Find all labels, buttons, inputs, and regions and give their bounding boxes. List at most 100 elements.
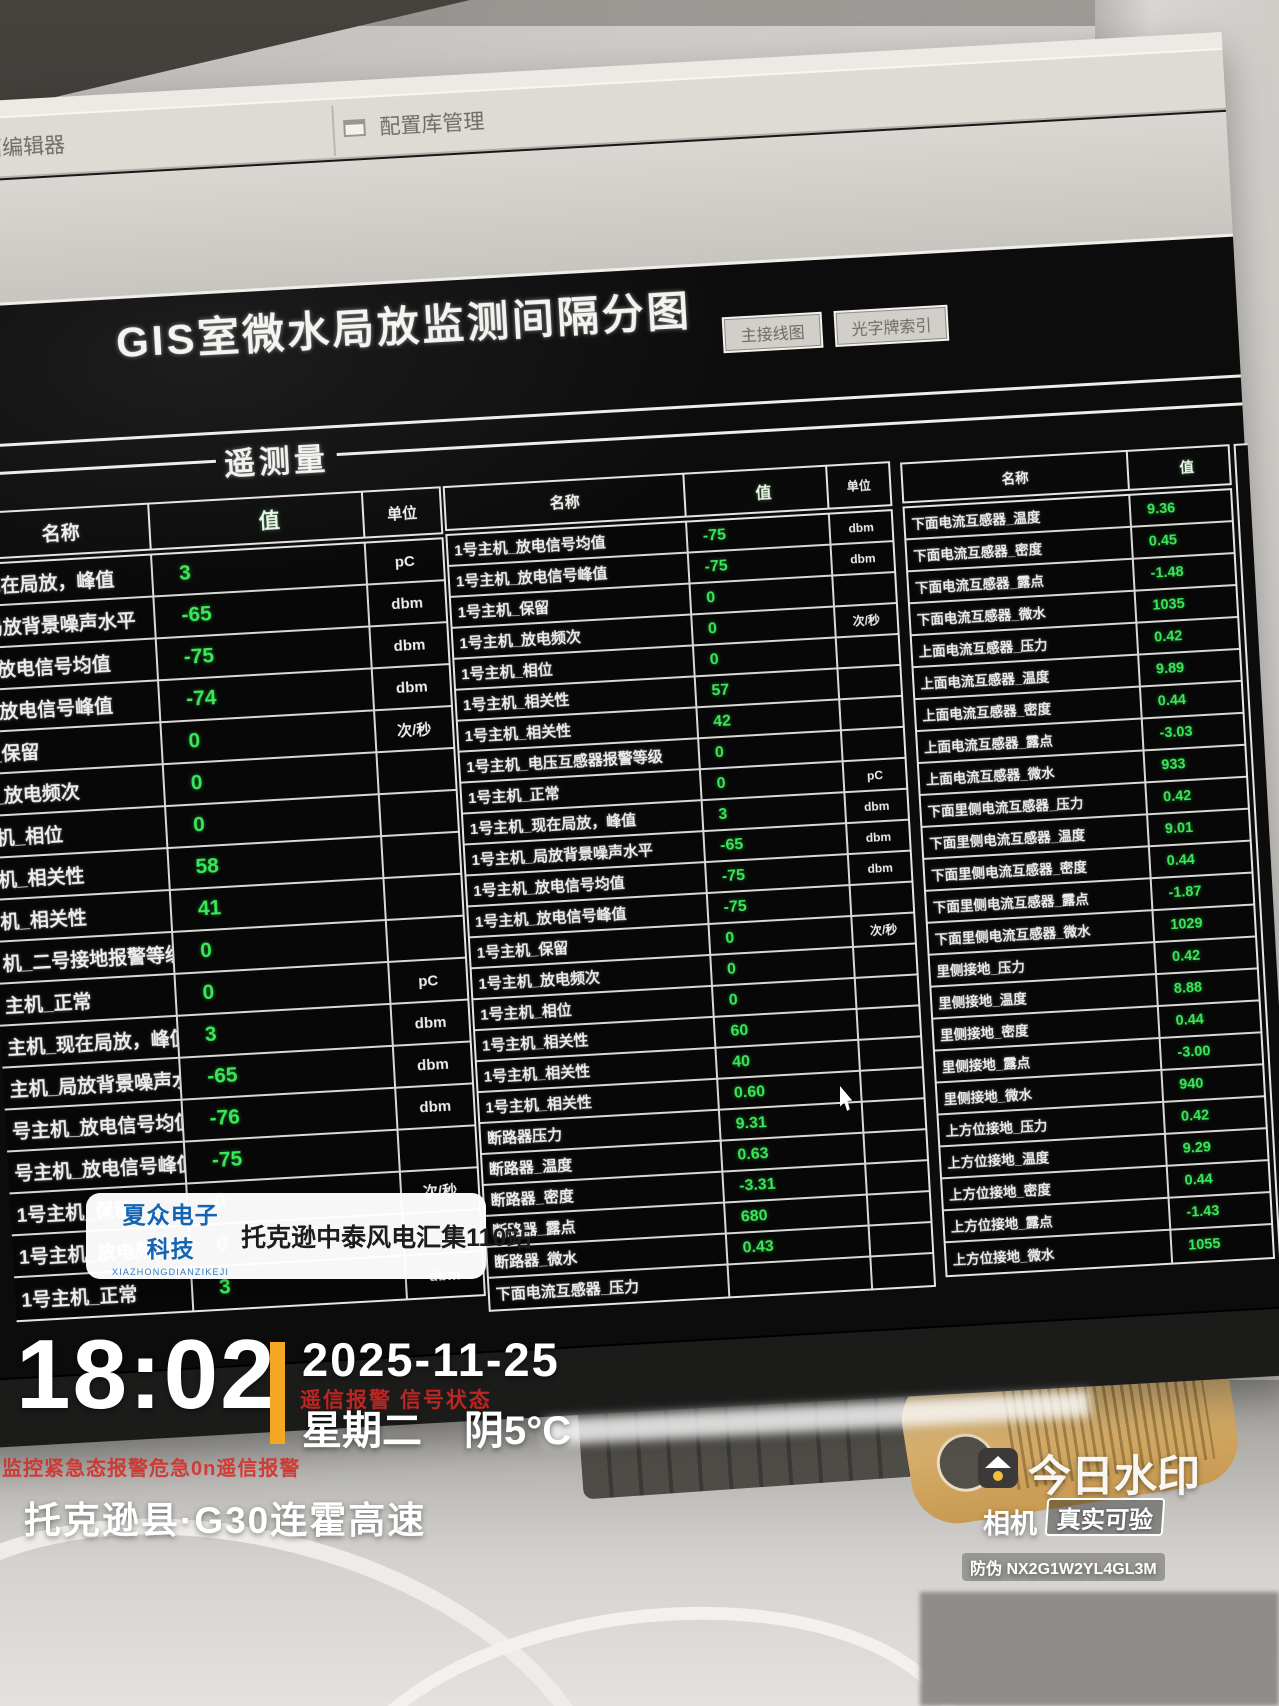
row-label: 主机_局放背景噪声水平 xyxy=(2,1058,183,1109)
row-unit xyxy=(859,1037,922,1069)
row-label: 主机_现在局放，峰值 xyxy=(0,1016,181,1067)
row-unit: dbm xyxy=(867,860,894,876)
telemetry-table-right: 名称 值 下面电流互感器_温度 9.36 下面电流互感器_密度 0.45 下面电流互感器… xyxy=(900,444,1276,1278)
row-unit xyxy=(871,1254,934,1288)
row-unit xyxy=(861,1068,924,1100)
row-unit xyxy=(384,875,462,919)
row-unit xyxy=(854,945,917,977)
watermark-camera-label: 相机 xyxy=(983,1509,1037,1539)
row-unit xyxy=(399,1126,477,1170)
main-wiring-diagram-button[interactable]: 主接线图 xyxy=(721,311,824,354)
row-value: 9.36 xyxy=(1146,500,1176,518)
row-value: 940 xyxy=(1178,1075,1204,1093)
row-unit xyxy=(870,1223,933,1255)
anti-counterfeit-code: 防伪 NX2G1W2YL4GL3M xyxy=(962,1553,1165,1581)
row-unit xyxy=(866,1161,929,1193)
row-value: 0.44 xyxy=(1184,1171,1214,1189)
tab-label: 画面编辑器 xyxy=(0,133,66,163)
watermark-app-name: 今日水印 xyxy=(1028,1453,1200,1501)
weather: 阴5°C xyxy=(464,1409,572,1453)
header-value: 值 xyxy=(1179,460,1195,477)
tab-label: 配置库管理 xyxy=(378,110,486,140)
row-value: -3.00 xyxy=(1176,1043,1211,1062)
row-unit xyxy=(856,975,919,1007)
brand-logo: 夏众电子科技 XIAZHONGDIANZIKEJI xyxy=(112,1196,229,1277)
row-unit xyxy=(851,883,914,915)
row-label: 号主机_放电信号均值 xyxy=(4,1100,185,1151)
watermark-weekday-weather: 星期二 阴5°C xyxy=(302,1398,571,1456)
row-value: 0.44 xyxy=(1157,692,1187,710)
row-unit xyxy=(387,917,465,961)
row-unit: 次/秒 xyxy=(869,922,898,938)
row-value: 9.89 xyxy=(1155,660,1185,678)
brand-name: 夏众电子科技 xyxy=(122,1201,219,1262)
row-unit xyxy=(858,1006,921,1038)
tab-separator xyxy=(331,105,337,156)
row-value: 1029 xyxy=(1169,915,1203,934)
header-unit: 单位 xyxy=(846,478,872,494)
screen-alarm-text: 遥信报警 信号状态 xyxy=(300,1389,492,1412)
row-value: 9.01 xyxy=(1164,819,1194,838)
watermark-location: 托克逊县·G30连霍高速 xyxy=(24,1500,427,1541)
row-value: 0.42 xyxy=(1171,947,1201,966)
row-unit xyxy=(864,1130,927,1162)
watermark-time: 18:02 xyxy=(16,1319,277,1429)
row-value: 1035 xyxy=(1151,595,1186,614)
table-body: 1号主机_放电信号均值 -75 dbm 1号主机_放电信号峰值 -75 dbm 1号主机_保… xyxy=(445,509,937,1312)
watermark-station-card: 夏众电子科技 XIAZHONGDIANZIKEJI 托克逊中泰风电汇集110站 xyxy=(86,1193,531,1279)
row-value: 8.88 xyxy=(1173,979,1203,998)
row-unit xyxy=(838,666,901,698)
row-value: 0.42 xyxy=(1180,1107,1210,1125)
row-unit xyxy=(868,1192,931,1224)
brand-subtitle: XIAZHONGDIANZIKEJI xyxy=(112,1266,230,1277)
watermark-app-icon xyxy=(978,1448,1018,1488)
row-value: 0.42 xyxy=(1153,628,1183,646)
row-unit: pC xyxy=(417,971,439,990)
row-unit: dbm xyxy=(863,798,890,814)
row-unit xyxy=(840,697,903,729)
screen-alarm-text: 监控紧急态报警危急0n遥信报警 xyxy=(2,1458,301,1480)
row-unit xyxy=(837,635,900,667)
header-name: 名称 xyxy=(444,474,687,529)
row-unit: dbm xyxy=(865,829,892,845)
row-label: 号主机_放电信号峰值 xyxy=(7,1142,188,1193)
header-name: 名称 xyxy=(0,504,152,559)
wall-shade xyxy=(0,0,1279,26)
row-unit: 次/秒 xyxy=(852,612,881,629)
row-value: 0.42 xyxy=(1162,787,1192,806)
row-unit: dbm xyxy=(418,1097,452,1116)
page-title: GIS室微水局放监测间隔分图 xyxy=(114,287,693,367)
row-unit: pC xyxy=(394,552,416,571)
row-unit: dbm xyxy=(848,519,875,536)
mousepad xyxy=(920,1592,1279,1706)
row-unit xyxy=(382,833,460,877)
verified-badge: 真实可验 xyxy=(1044,1498,1166,1536)
table-body: 下面电流互感器_温度 9.36 下面电流互感器_密度 0.45 下面电流互感器_露点 -1… xyxy=(902,488,1276,1278)
header-value: 值 xyxy=(684,466,830,516)
row-unit xyxy=(377,749,455,793)
row-value: 0.45 xyxy=(1148,532,1178,550)
row-value: 9.29 xyxy=(1182,1139,1212,1157)
row-value: -1.48 xyxy=(1150,563,1185,582)
light-plate-index-button[interactable]: 光字牌索引 xyxy=(833,304,950,348)
row-value: -1.43 xyxy=(1185,1202,1220,1221)
row-value: 1055 xyxy=(1187,1235,1221,1254)
row-value: -3.03 xyxy=(1159,723,1194,742)
header-value: 值 xyxy=(149,492,366,549)
row-unit: pC xyxy=(866,767,884,783)
row-value xyxy=(728,1257,874,1297)
row-unit: dbm xyxy=(393,635,426,655)
station-name: 托克逊中泰风电汇集110站 xyxy=(241,1224,532,1252)
header-name: 名称 xyxy=(902,451,1130,502)
row-value: 933 xyxy=(1160,756,1186,774)
row-unit: dbm xyxy=(390,593,424,613)
row-unit xyxy=(833,573,896,605)
row-unit: dbm xyxy=(414,1013,447,1033)
row-unit xyxy=(380,791,458,835)
row-unit: dbm xyxy=(395,677,429,697)
telemetry-section-label: 遥测量 xyxy=(214,433,339,485)
window-icon xyxy=(343,118,366,137)
row-unit xyxy=(842,728,905,760)
row-unit xyxy=(863,1099,926,1131)
